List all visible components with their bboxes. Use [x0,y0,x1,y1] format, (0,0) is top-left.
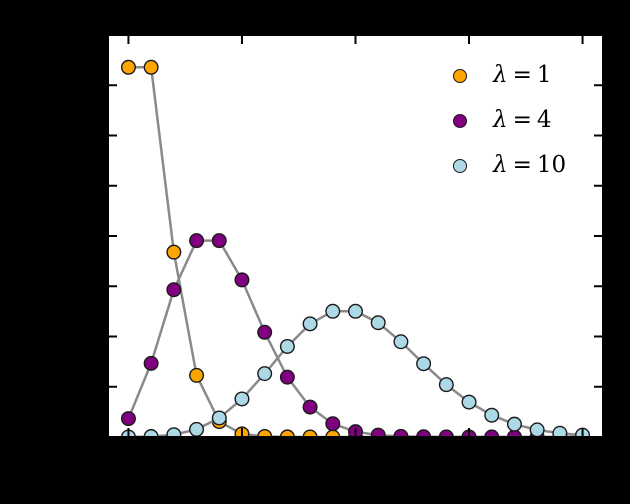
data-point [302,399,318,415]
data-point [166,282,182,298]
data-point [393,334,409,350]
data-point [257,324,273,340]
plot-area [108,35,603,437]
data-point [416,356,432,372]
data-point [506,416,522,432]
data-point [348,303,364,319]
data-point [552,425,568,437]
data-point [370,315,386,331]
legend: λ = 1 λ = 4 λ = 10 [453,53,566,188]
data-point [461,394,477,410]
data-point [279,369,295,385]
data-point [484,407,500,423]
series-line [128,66,583,437]
legend-label-lambda-1: λ = 1 [493,62,552,88]
data-point [120,59,136,75]
data-point [370,427,386,437]
series-3 [120,303,591,437]
legend-label-lambda-4: λ = 4 [493,107,552,133]
legend-label-lambda-10: λ = 10 [493,152,567,178]
legend-marker-lambda-1 [453,68,467,83]
legend-item-lambda-4: λ = 4 [453,98,566,143]
data-point [211,233,227,249]
legend-item-lambda-1: λ = 1 [453,53,566,98]
data-point [166,244,182,260]
data-point [257,366,273,382]
legend-item-lambda-10: λ = 10 [453,143,566,188]
legend-marker-lambda-4 [453,113,467,128]
data-point [189,233,205,249]
data-point [234,391,250,407]
data-point [189,421,205,437]
data-point [302,316,318,332]
data-point [143,59,159,75]
axes-frame [107,34,604,438]
data-point [211,410,227,426]
data-point [325,416,341,432]
data-point [325,303,341,319]
data-point [143,355,159,371]
data-point [529,422,545,437]
data-point [189,367,205,383]
data-point [120,411,136,427]
legend-marker-lambda-10 [453,158,467,173]
data-point [279,338,295,354]
data-point [234,272,250,288]
data-point [166,427,182,437]
data-point [438,377,454,393]
data-point [484,429,500,437]
